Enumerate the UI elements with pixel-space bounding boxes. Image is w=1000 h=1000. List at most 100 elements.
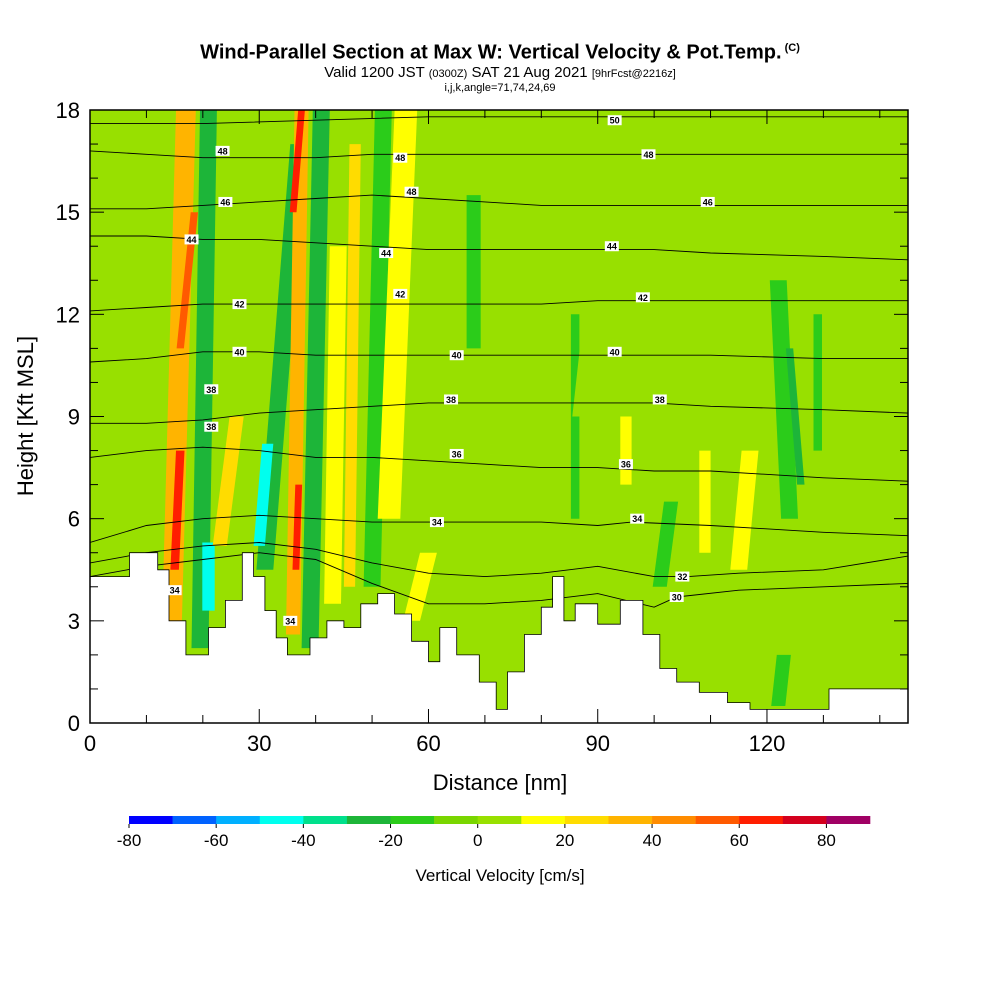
valid-utc: (0300Z) — [428, 67, 468, 80]
theta-contour-34 — [90, 514, 908, 543]
forecast-info: [9hrFcst@2216z] — [591, 67, 676, 80]
colorbar-title: Vertical Velocity [cm/s] — [415, 866, 584, 885]
velocity-cell-8 — [286, 110, 309, 635]
velocity-cell-15 — [377, 110, 418, 519]
colorbar-swatch — [652, 816, 696, 824]
colorbar-tick-label: 60 — [730, 831, 749, 850]
contour-label-19: 46 — [700, 196, 715, 207]
colorbar-tick-label: 0 — [473, 831, 482, 850]
svg-text:34: 34 — [170, 586, 180, 596]
velocity-cell-22 — [652, 501, 679, 587]
svg-text:42: 42 — [638, 293, 648, 303]
theta-contour-48 — [90, 150, 908, 159]
x-tick-label: 0 — [84, 731, 96, 756]
velocity-cell-11 — [301, 110, 330, 649]
colorbar-swatch — [826, 816, 871, 824]
colorbar-tick-label: -40 — [291, 831, 316, 850]
velocity-cell-24 — [730, 450, 759, 570]
velocity-cell-20 — [572, 314, 612, 417]
contour-label-20: 44 — [604, 241, 619, 252]
contour-label-18: 48 — [641, 149, 656, 160]
velocity-cell-25 — [769, 280, 798, 519]
velocity-cell-12 — [324, 246, 347, 604]
chart-title: Wind-Parallel Section at Max W: Vertical… — [0, 36, 1000, 65]
terrain-mask — [90, 552, 908, 723]
x-tick-label: 90 — [585, 731, 609, 756]
y-tick-label: 3 — [68, 609, 80, 634]
svg-text:38: 38 — [206, 385, 216, 395]
contour-label-5: 38 — [204, 384, 219, 395]
colorbar-swatch — [477, 816, 522, 824]
x-tick-label: 30 — [247, 731, 271, 756]
x-tick-label: 120 — [749, 731, 786, 756]
colorbar-swatch — [216, 816, 261, 824]
y-axis-title: Height [Kft MSL] — [13, 336, 38, 496]
plot-area: 48 46 44 42 40 38 38 34 34 48 48 44 42 40 38 36 34 50 48 46… — [90, 110, 908, 723]
colorbar-swatch — [346, 816, 391, 824]
contour-label-24: 36 — [618, 459, 633, 470]
svg-text:40: 40 — [610, 347, 620, 357]
velocity-cell-3 — [191, 110, 217, 649]
y-tick-label: 0 — [68, 711, 80, 736]
contour-label-14: 38 — [444, 394, 459, 405]
svg-text:50: 50 — [610, 116, 620, 126]
colorbar-tick-label: -80 — [117, 831, 142, 850]
velocity-cell-9 — [292, 484, 303, 570]
grid-indices: i,j,k,angle=71,74,24,69 — [444, 81, 556, 94]
theta-contour-32 — [90, 542, 908, 578]
colorbar-swatch — [303, 816, 348, 824]
colorbar-swatch — [782, 816, 827, 824]
velocity-cell-27 — [771, 654, 791, 706]
colorbar-swatch — [521, 816, 566, 824]
contour-label-17: 50 — [607, 115, 622, 126]
svg-text:42: 42 — [234, 300, 244, 310]
velocity-field — [161, 110, 906, 706]
svg-text:42: 42 — [395, 289, 405, 299]
colorbar-swatch — [172, 816, 217, 824]
contour-label-23: 38 — [652, 394, 667, 405]
theta-contour-labels: 48 46 44 42 40 38 38 34 34 48 48 44 42 40 38 36 34 50 48 46… — [167, 115, 715, 626]
contour-label-11: 44 — [379, 248, 394, 259]
svg-text:34: 34 — [432, 518, 442, 528]
colorbar-tick-label: 80 — [817, 831, 836, 850]
svg-text:44: 44 — [607, 242, 617, 252]
contour-label-13: 40 — [449, 350, 464, 361]
valid-date: SAT 21 Aug 2021 — [471, 63, 588, 81]
contour-label-7: 34 — [167, 585, 182, 596]
contour-label-6: 38 — [204, 421, 219, 432]
svg-text:30: 30 — [672, 592, 682, 602]
colorbar-tick-label: -20 — [378, 831, 403, 850]
velocity-cell-16 — [403, 552, 437, 621]
contour-label-25: 34 — [630, 513, 645, 524]
contour-label-1: 46 — [218, 196, 233, 207]
velocity-cell-14 — [363, 110, 392, 587]
svg-text:38: 38 — [206, 422, 216, 432]
chart-title-text: Wind-Parallel Section at Max W: Vertical… — [200, 41, 782, 64]
colorbar-swatch — [739, 816, 784, 824]
contour-label-21: 42 — [635, 292, 650, 303]
svg-text:34: 34 — [285, 616, 295, 626]
contour-label-4: 40 — [232, 346, 247, 357]
contour-label-16: 34 — [429, 517, 444, 528]
velocity-cell-23 — [699, 450, 711, 553]
contour-label-8: 34 — [283, 615, 298, 626]
svg-text:44: 44 — [381, 249, 391, 259]
contour-label-3: 42 — [232, 299, 247, 310]
colorbar-swatch — [434, 816, 479, 824]
velocity-cell-1 — [170, 450, 185, 570]
svg-text:40: 40 — [234, 347, 244, 357]
theta-contour-42 — [90, 300, 908, 312]
contour-label-9: 48 — [393, 152, 408, 163]
velocity-cell-18 — [466, 195, 481, 349]
colorbar-tick-label: 20 — [555, 831, 574, 850]
svg-text:38: 38 — [655, 395, 665, 405]
svg-text:46: 46 — [220, 197, 230, 207]
svg-text:48: 48 — [407, 187, 417, 197]
velocity-cell-21 — [620, 416, 632, 485]
svg-text:36: 36 — [621, 460, 631, 470]
theta-contour-44 — [90, 235, 908, 261]
colorbar-swatch — [608, 816, 653, 824]
contour-label-10: 48 — [404, 186, 419, 197]
